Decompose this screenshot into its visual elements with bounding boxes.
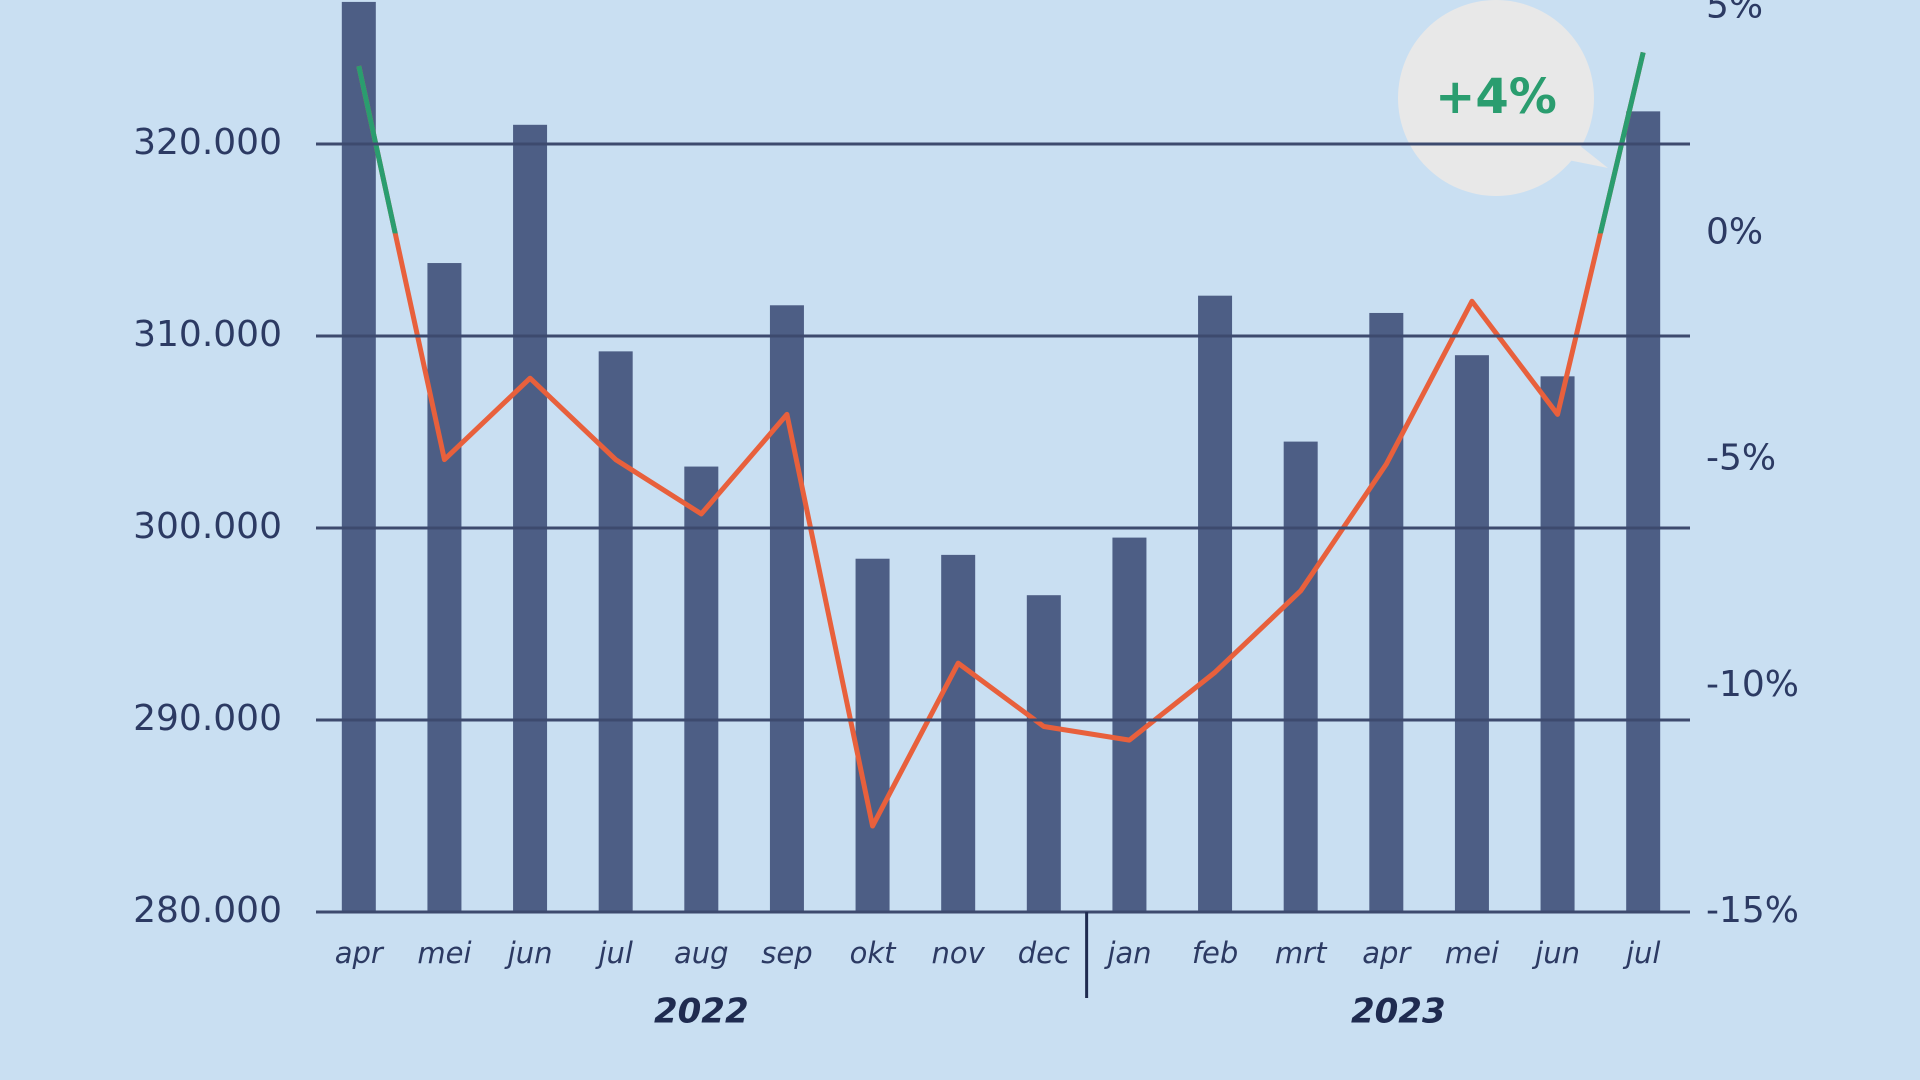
x-tick-label: apr — [1362, 936, 1412, 970]
bar — [1198, 295, 1233, 912]
bar — [684, 466, 719, 912]
y2-tick-label: -10% — [1706, 664, 1799, 705]
x-tick-label: jan — [1103, 936, 1151, 970]
x-tick-label: aug — [674, 936, 729, 970]
y2-tick-label: -15% — [1706, 890, 1799, 931]
bubble — [1398, 0, 1594, 196]
bar — [1369, 312, 1404, 913]
year-label: 2023 — [1351, 992, 1446, 1032]
bar — [341, 1, 376, 913]
bar — [1026, 595, 1061, 912]
x-tick-label: jul — [1622, 936, 1661, 970]
bar — [941, 554, 976, 912]
bar — [513, 124, 548, 913]
x-tick-label: okt — [850, 936, 898, 970]
y2-tick-label: -5% — [1706, 438, 1776, 479]
y-tick-label: 290.000 — [133, 698, 282, 739]
x-tick-label: mei — [1445, 936, 1499, 970]
bar — [1454, 355, 1489, 912]
bar — [1626, 111, 1661, 913]
year-label: 2022 — [654, 992, 749, 1032]
bar — [427, 263, 462, 912]
x-tick-label: jul — [594, 936, 633, 970]
annotation-bubble: +4% — [1398, 0, 1608, 196]
bar — [769, 305, 804, 912]
y-tick-label: 280.000 — [133, 890, 282, 931]
y2-tick-label: 5% — [1706, 0, 1763, 26]
bar — [855, 558, 890, 912]
bar — [1283, 441, 1318, 912]
bar — [598, 351, 633, 912]
x-tick-label: mei — [417, 936, 471, 970]
x-tick-label: mrt — [1275, 936, 1328, 970]
y-tick-label: 310.000 — [133, 314, 282, 355]
line — [356, 51, 1646, 829]
x-tick-label: apr — [335, 936, 385, 970]
x-tick-label: jun — [504, 936, 553, 970]
x-tick-label: dec — [1018, 936, 1070, 970]
x-tick-label: sep — [761, 936, 812, 970]
bar — [1540, 376, 1575, 912]
y2-tick-label: 0% — [1706, 211, 1763, 252]
bar — [1112, 537, 1147, 912]
x-tick-label: feb — [1192, 936, 1238, 970]
y-tick-label: 300.000 — [133, 506, 282, 547]
x-tick-label: nov — [932, 936, 986, 970]
annotation: +4% — [1435, 69, 1557, 125]
y-tick-label: 320.000 — [133, 122, 282, 163]
x-tick-label: jun — [1531, 936, 1580, 970]
